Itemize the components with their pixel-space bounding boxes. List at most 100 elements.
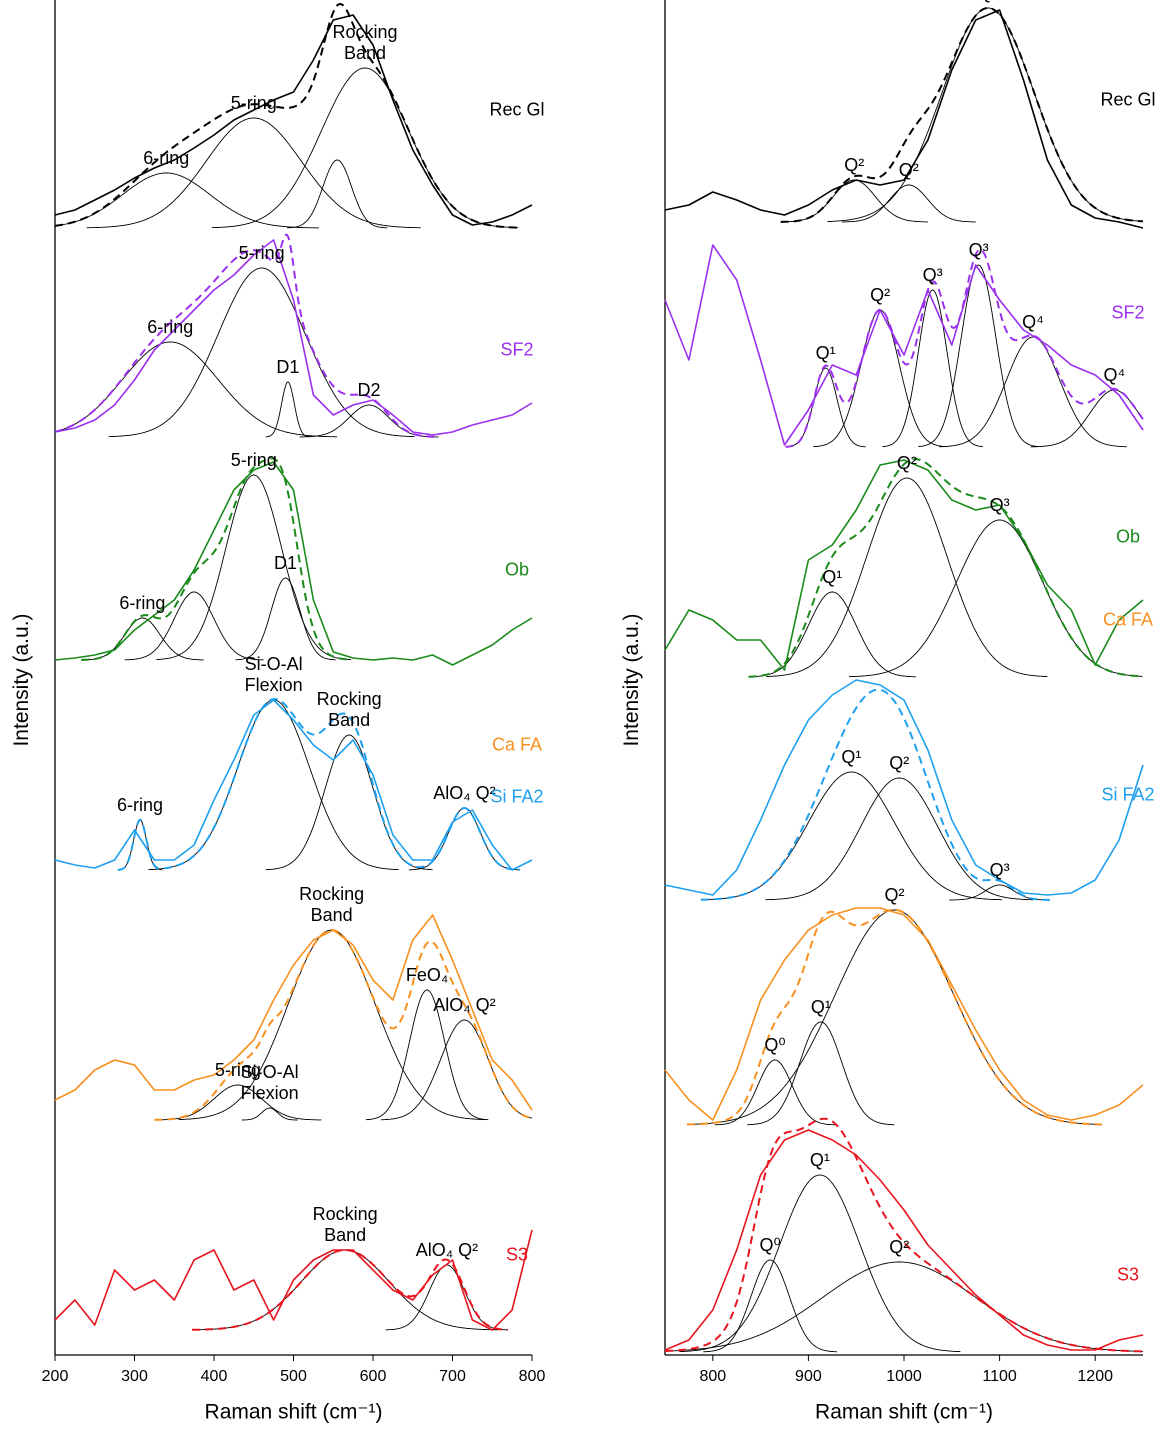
fit-curve bbox=[785, 248, 1144, 448]
peak-label: Q² bbox=[884, 885, 905, 905]
series-label: Si FA2 bbox=[490, 786, 544, 807]
peak-label: Q² bbox=[896, 453, 917, 473]
peak-label: Q² bbox=[889, 1237, 910, 1257]
x-tick-label: 500 bbox=[280, 1368, 307, 1385]
spectrum-line bbox=[664, 9, 1144, 229]
spectrum-line bbox=[54, 1229, 533, 1331]
component-peak bbox=[748, 591, 916, 678]
spectrum-line bbox=[664, 1129, 1144, 1351]
spectrum-line bbox=[54, 239, 533, 436]
spectrum-line bbox=[664, 459, 1144, 671]
component-peak bbox=[765, 777, 1034, 901]
peak-label: 6-ring bbox=[119, 593, 166, 613]
component-peak bbox=[265, 734, 433, 871]
peak-label: D2 bbox=[357, 380, 381, 400]
series-label: S3 bbox=[505, 1244, 529, 1265]
component-peak bbox=[679, 1174, 961, 1353]
peak-label: Q¹ bbox=[841, 747, 862, 767]
peak-label: FeO₄ bbox=[405, 965, 449, 985]
fit-curve bbox=[664, 1117, 1143, 1353]
spectrum-line bbox=[664, 679, 1144, 896]
component-peak bbox=[365, 989, 489, 1121]
peak-label: Q³ bbox=[968, 240, 989, 260]
component-peak bbox=[265, 381, 311, 438]
spectrum-line bbox=[664, 907, 1144, 1121]
x-tick-label: 300 bbox=[121, 1368, 148, 1385]
x-tick-label: 1100 bbox=[982, 1368, 1017, 1385]
series-label: Ob bbox=[504, 559, 530, 580]
peak-label: Q⁰ bbox=[759, 1235, 781, 1255]
peak-label: Q³ bbox=[978, 0, 998, 4]
fit-curve bbox=[748, 458, 1143, 678]
component-peak bbox=[939, 336, 1127, 448]
peak-label: Q³ bbox=[922, 265, 943, 285]
fit-curve bbox=[81, 457, 351, 661]
component-peak bbox=[813, 309, 948, 448]
peak-label: 5-ring bbox=[214, 1060, 261, 1080]
component-peak bbox=[918, 264, 1039, 448]
series-label: Ca FA bbox=[491, 734, 543, 755]
peak-label: Q¹ bbox=[809, 1150, 830, 1170]
peak-label: Q¹ bbox=[810, 997, 831, 1017]
x-axis-title: Raman shift (cm⁻¹) bbox=[204, 1400, 383, 1424]
x-tick-label: 700 bbox=[439, 1368, 466, 1385]
series-label: Rec Gl bbox=[1100, 89, 1156, 110]
peak-label: Rocking Band bbox=[332, 22, 398, 63]
spectrum-line bbox=[54, 699, 533, 871]
peak-label: Rocking Band bbox=[316, 689, 382, 730]
component-peak bbox=[766, 477, 1048, 678]
peak-label: 6-ring bbox=[147, 317, 194, 337]
x-tick-label: 900 bbox=[795, 1368, 822, 1385]
component-peak bbox=[714, 1059, 836, 1126]
series-label: SF2 bbox=[500, 339, 534, 360]
component-peak bbox=[211, 67, 519, 229]
component-peak bbox=[287, 159, 388, 229]
component-peak bbox=[108, 267, 415, 438]
peak-label: 6-ring bbox=[117, 795, 164, 815]
component-peak bbox=[192, 1249, 499, 1331]
peak-label: Rocking Band bbox=[312, 1204, 378, 1245]
fit-curve bbox=[192, 1249, 508, 1331]
series-label: S3 bbox=[1116, 1264, 1140, 1285]
y-axis-title: Intensity (a.u.) bbox=[620, 613, 643, 747]
component-peak bbox=[747, 1021, 895, 1126]
peak-label: Q² bbox=[898, 160, 919, 180]
fit-curve bbox=[154, 929, 533, 1121]
x-tick-label: 1000 bbox=[886, 1368, 922, 1385]
component-peak bbox=[664, 1261, 1143, 1352]
peak-label: 6-ring bbox=[143, 148, 190, 168]
peak-label: 5-ring bbox=[230, 93, 277, 113]
fit-curve bbox=[687, 908, 1102, 1126]
spectrum-line bbox=[54, 14, 533, 226]
component-peak bbox=[780, 179, 928, 223]
component-peak bbox=[827, 7, 1144, 222]
x-tick-label: 600 bbox=[360, 1368, 387, 1385]
fit-curve bbox=[780, 7, 1144, 223]
peak-label: 5-ring bbox=[230, 450, 277, 470]
component-peak bbox=[86, 117, 421, 229]
x-tick-label: 1200 bbox=[1077, 1368, 1113, 1385]
series-label: SF2 bbox=[1111, 302, 1145, 323]
peak-label: D1 bbox=[276, 357, 300, 377]
component-peak bbox=[700, 771, 1002, 901]
peak-label: Q⁰ bbox=[764, 1035, 786, 1055]
peak-label: AlO₄ Q² bbox=[415, 1240, 479, 1260]
component-peak bbox=[841, 184, 976, 223]
peak-label: Q² bbox=[889, 753, 910, 773]
component-peak bbox=[1030, 389, 1143, 448]
component-peak bbox=[882, 289, 983, 448]
component-peak bbox=[949, 884, 1050, 901]
peak-label: Q¹ bbox=[815, 343, 836, 363]
series-label: Rec Gl bbox=[489, 99, 545, 120]
x-axis-title: Raman shift (cm⁻¹) bbox=[815, 1400, 993, 1424]
spectrum-line bbox=[54, 914, 533, 1111]
peak-label: AlO₄ Q² bbox=[433, 783, 496, 803]
peak-label: Q² bbox=[870, 285, 891, 305]
y-axis-title: Intensity (a.u.) bbox=[10, 613, 33, 747]
series-label: Si FA2 bbox=[1101, 784, 1155, 805]
peak-label: 5-ring bbox=[238, 243, 285, 263]
spectrum-line bbox=[54, 461, 533, 666]
peak-label: Q³ bbox=[989, 495, 1010, 515]
